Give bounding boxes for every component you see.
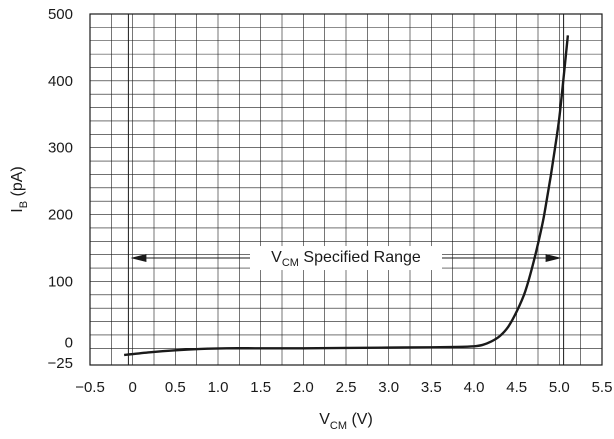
y-tick-label: 300 — [48, 140, 73, 157]
range-annotation-label: VCM Specified Range — [271, 249, 421, 269]
x-tick-label: 4.0 — [464, 379, 485, 396]
plot-frame — [89, 13, 603, 366]
y-tick-label: −25 — [48, 355, 73, 372]
series-line — [124, 35, 570, 357]
x-tick-label: 3.5 — [421, 379, 442, 396]
y-tick-label: 100 — [48, 273, 73, 290]
y-tick-label: 0 — [65, 334, 73, 351]
y-label-main: I — [9, 208, 26, 212]
x-tick-label: 2.5 — [336, 379, 357, 396]
x-axis-label: VCM (V) — [319, 411, 373, 432]
x-tick-label: 5.0 — [549, 379, 570, 396]
x-tick-labels: −0.5 0 0.5 1.0 1.5 2.0 2.5 3.0 3.5 4.0 4.5 5.0 5.5 — [75, 379, 612, 396]
x-label-main: V — [319, 411, 330, 428]
arrow-head-right — [545, 254, 562, 263]
series-layer — [124, 35, 570, 357]
x-tick-label: 1.0 — [208, 379, 229, 396]
y-tick-label: 500 — [48, 6, 73, 23]
y-tick-label: 400 — [48, 73, 73, 90]
x-tick-label: 0.5 — [165, 379, 186, 396]
y-label-sub: B — [18, 201, 30, 208]
y-tick-label: 200 — [48, 207, 73, 224]
arrow-head-left — [130, 254, 147, 263]
range-annotation: VCM Specified Range — [130, 246, 562, 271]
annotation-main: V — [271, 249, 282, 266]
x-tick-label: 0 — [128, 379, 136, 396]
x-tick-label: 2.0 — [293, 379, 314, 396]
annotation-sub: CM — [282, 257, 299, 269]
x-tick-label: 3.0 — [378, 379, 399, 396]
x-label-unit: (V) — [347, 411, 373, 428]
y-tick-labels: −25 0 100 200 300 400 500 — [48, 6, 73, 372]
y-label-unit: (pA) — [9, 166, 26, 201]
annotation-rest: Specified Range — [299, 249, 421, 266]
x-tick-label: 1.5 — [250, 379, 271, 396]
x-tick-label: −0.5 — [75, 379, 105, 396]
y-axis-label: IB (pA) — [9, 166, 30, 212]
x-tick-label: 4.5 — [506, 379, 527, 396]
grid — [89, 13, 603, 366]
x-label-sub: CM — [330, 420, 347, 432]
annotation-background — [250, 246, 442, 271]
x-tick-label: 5.5 — [592, 379, 613, 396]
